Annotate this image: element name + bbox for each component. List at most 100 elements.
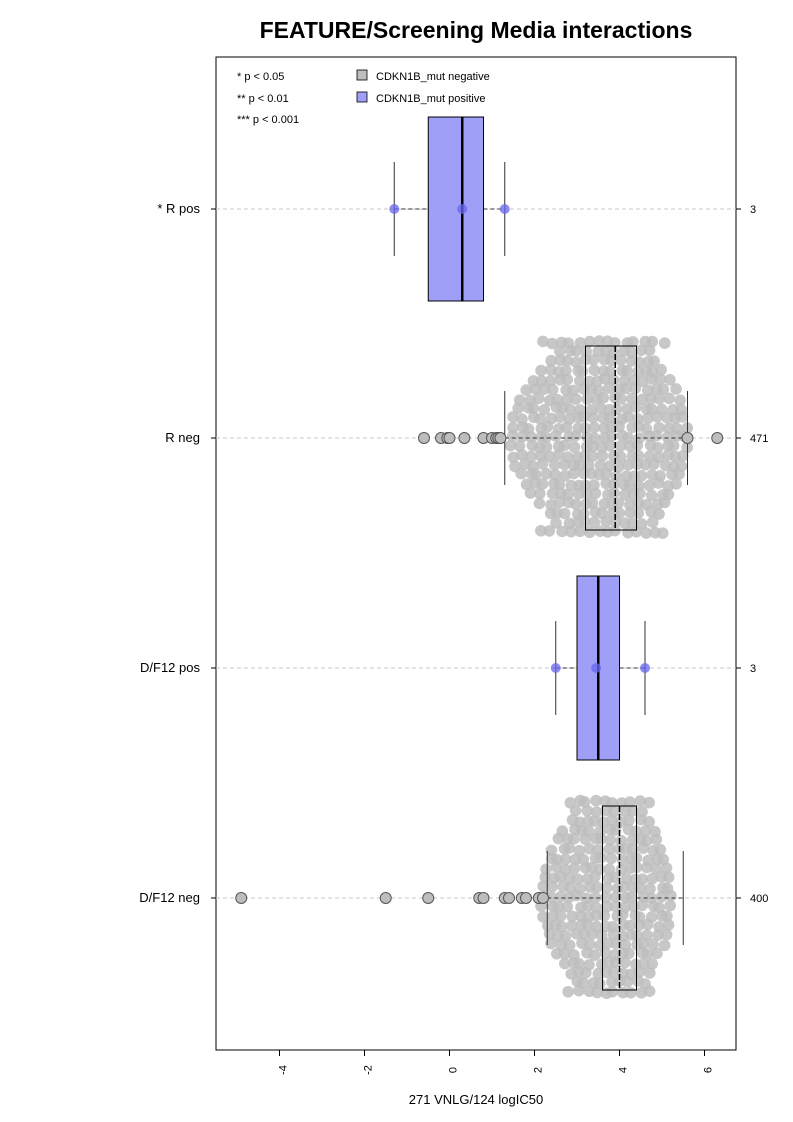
swarm-point <box>634 795 646 807</box>
swarm-point <box>609 871 621 884</box>
swarm-point <box>586 450 599 462</box>
swarm-point <box>593 335 606 347</box>
swarm-point <box>615 393 627 405</box>
swarm-point <box>673 468 685 480</box>
swarm-point <box>667 439 680 452</box>
swarm-point <box>579 833 592 845</box>
swarm-point <box>636 393 648 406</box>
swarm-point <box>591 986 604 999</box>
swarm-point <box>583 526 596 539</box>
swarm-point <box>546 337 558 350</box>
swarm-point <box>610 515 622 528</box>
swarm-point <box>532 392 545 405</box>
swarm-point <box>568 862 581 875</box>
swarm-point <box>538 383 550 395</box>
swarm-point <box>625 346 638 359</box>
significance-item: * p < 0.05 <box>237 71 284 83</box>
swarm-point <box>614 440 627 452</box>
swarm-point <box>553 448 565 461</box>
swarm-point <box>635 470 648 482</box>
swarm-point <box>660 862 673 874</box>
outlier-point <box>379 892 392 904</box>
swarm-point <box>631 929 644 942</box>
swarm-point <box>650 429 662 442</box>
significance-item: ** p < 0.01 <box>237 93 289 105</box>
swarm-point <box>588 364 601 376</box>
swarm-point <box>535 524 547 537</box>
swarm-point <box>646 516 659 528</box>
group-count: 471 <box>750 433 768 445</box>
swarm-point <box>546 487 559 500</box>
swarm-point <box>644 392 657 405</box>
swarm-point <box>550 861 563 873</box>
swarm-point <box>664 899 676 912</box>
swarm-point <box>590 794 602 807</box>
swarm-point <box>634 487 646 500</box>
swarm-point <box>543 450 556 463</box>
swarm-point <box>597 392 610 404</box>
outlier-point <box>503 892 515 904</box>
swarm-point <box>658 337 671 349</box>
outlier-point <box>711 432 724 444</box>
swarm-point <box>590 909 602 922</box>
swarm-point <box>559 930 572 942</box>
swarm-layer <box>504 335 693 1000</box>
swarm-point <box>562 985 574 998</box>
swarm-point <box>581 393 594 405</box>
data-point <box>640 663 650 673</box>
legend: CDKN1B_mut negative CDKN1B_mut positive <box>356 69 490 105</box>
swarm-point <box>619 956 631 969</box>
swarm-point <box>548 459 561 471</box>
swarm-point <box>560 364 572 377</box>
swarm-point <box>581 918 593 931</box>
legend-label-negative: CDKN1B_mut negative <box>376 71 490 83</box>
swarm-point <box>604 411 616 424</box>
swarm-point <box>609 824 622 836</box>
swarm-point <box>568 833 580 845</box>
swarm-point <box>554 910 567 922</box>
group-label: * R pos <box>157 201 200 216</box>
swarm-point <box>586 928 598 940</box>
swarm-point <box>643 344 656 357</box>
x-tick-label: 4 <box>618 1067 630 1073</box>
swarm-point <box>657 383 670 396</box>
swarm-point <box>520 384 533 396</box>
swarm-point <box>527 402 540 415</box>
swarm-point <box>540 441 553 453</box>
swarm-point <box>558 948 571 960</box>
outlier-point <box>537 892 549 904</box>
swarm-point <box>600 468 613 480</box>
swarm-point <box>573 984 585 997</box>
swarm-point <box>646 373 658 385</box>
swarm-point <box>576 365 589 377</box>
swarm-point <box>543 525 556 537</box>
swarm-point <box>507 430 519 442</box>
swarm-point <box>536 478 549 490</box>
swarm-point <box>573 844 586 857</box>
swarm-point <box>650 833 663 846</box>
swarm-point <box>622 459 634 471</box>
x-tick-label: 0 <box>448 1067 460 1073</box>
swarm-point <box>646 873 658 885</box>
swarm-point <box>653 508 665 520</box>
swarm-point <box>623 947 635 960</box>
swarm-point <box>654 843 667 856</box>
swarm-point <box>558 957 571 970</box>
swarm-point <box>564 403 577 416</box>
swarm-point <box>534 413 547 425</box>
swarm-point <box>620 382 632 395</box>
swarm-point <box>564 882 577 894</box>
swarm-point <box>595 851 607 864</box>
swarm-point <box>609 900 622 913</box>
swarm-point <box>641 412 654 425</box>
grid-layer <box>216 208 736 899</box>
swarm-point <box>546 383 559 396</box>
swarm-point <box>530 468 542 481</box>
swarm-point <box>541 420 554 433</box>
swarm-point <box>647 938 659 950</box>
box <box>427 116 484 302</box>
swarm-point <box>507 411 519 423</box>
swarm-point <box>579 966 592 979</box>
swarm-point <box>652 477 665 489</box>
